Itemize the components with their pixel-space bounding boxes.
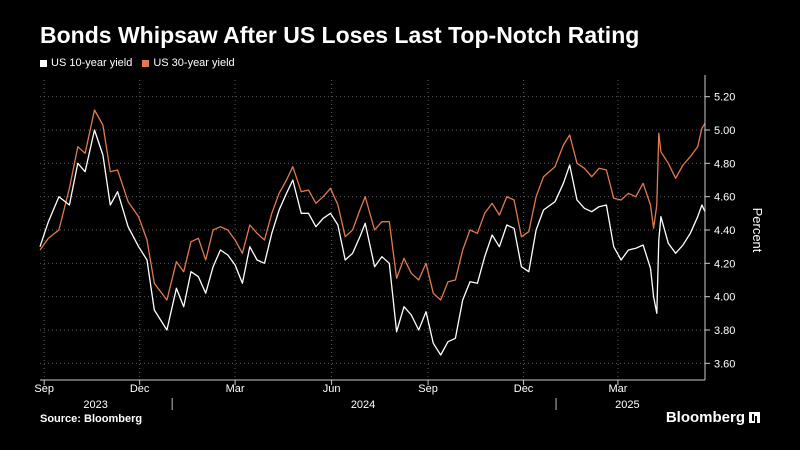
legend-label-10-year: US 10-year yield: [51, 57, 133, 69]
legend-swatch-30-year: [142, 59, 150, 67]
legend-item-10-year: US 10-year yield: [40, 57, 132, 69]
x-tick-label: Jun: [323, 383, 341, 395]
brand-name: Bloomberg: [665, 409, 745, 426]
y-tick-label: 3.60: [714, 358, 735, 370]
chart-title: Bonds Whipsaw After US Loses Last Top-No…: [40, 22, 640, 48]
x-tick-label: Mar: [608, 383, 627, 395]
x-tick-label: Sep: [418, 383, 438, 395]
legend: US 10-year yield US 30-year yield: [40, 57, 235, 69]
legend-label-30-year: US 30-year yield: [153, 57, 235, 69]
y-tick-label: 5.20: [714, 92, 735, 104]
y-tick-label: 5.00: [714, 125, 735, 137]
series-line-30-year: [39, 109, 706, 301]
y-tick-label: 4.60: [714, 192, 735, 204]
y-tick-label: 4.80: [714, 158, 735, 170]
x-tick-label: Mar: [226, 383, 245, 395]
y-tick-label: 4.20: [714, 258, 735, 270]
legend-item-30-year: US 30-year yield: [142, 57, 235, 69]
bloomberg-icon: [749, 412, 760, 423]
x-tick-label: Dec: [130, 383, 150, 395]
bloomberg-logo: Bloomberg: [666, 409, 760, 426]
x-tick-label: Dec: [514, 383, 534, 395]
year-label: 2024: [351, 399, 375, 411]
y-tick-label: 4.40: [714, 225, 735, 237]
series-lines: [39, 109, 706, 356]
axes: 5.20 5.00 4.80 4.60 4.40 4.20 4.00 3.80 3.60 Sep D…: [34, 75, 765, 411]
legend-swatch-10-year: [40, 59, 47, 67]
y-tick-label: 3.80: [714, 325, 735, 337]
source-note: Source: Bloomberg: [40, 413, 143, 425]
year-label: 2025: [615, 399, 639, 411]
series-line-10-year: [39, 129, 706, 356]
y-tick-label: 4.00: [714, 292, 735, 304]
x-tick-label: Sep: [34, 383, 54, 395]
grid-lines: [40, 80, 705, 380]
year-label: 2023: [83, 399, 107, 411]
y-axis-title: Percent: [750, 208, 765, 253]
